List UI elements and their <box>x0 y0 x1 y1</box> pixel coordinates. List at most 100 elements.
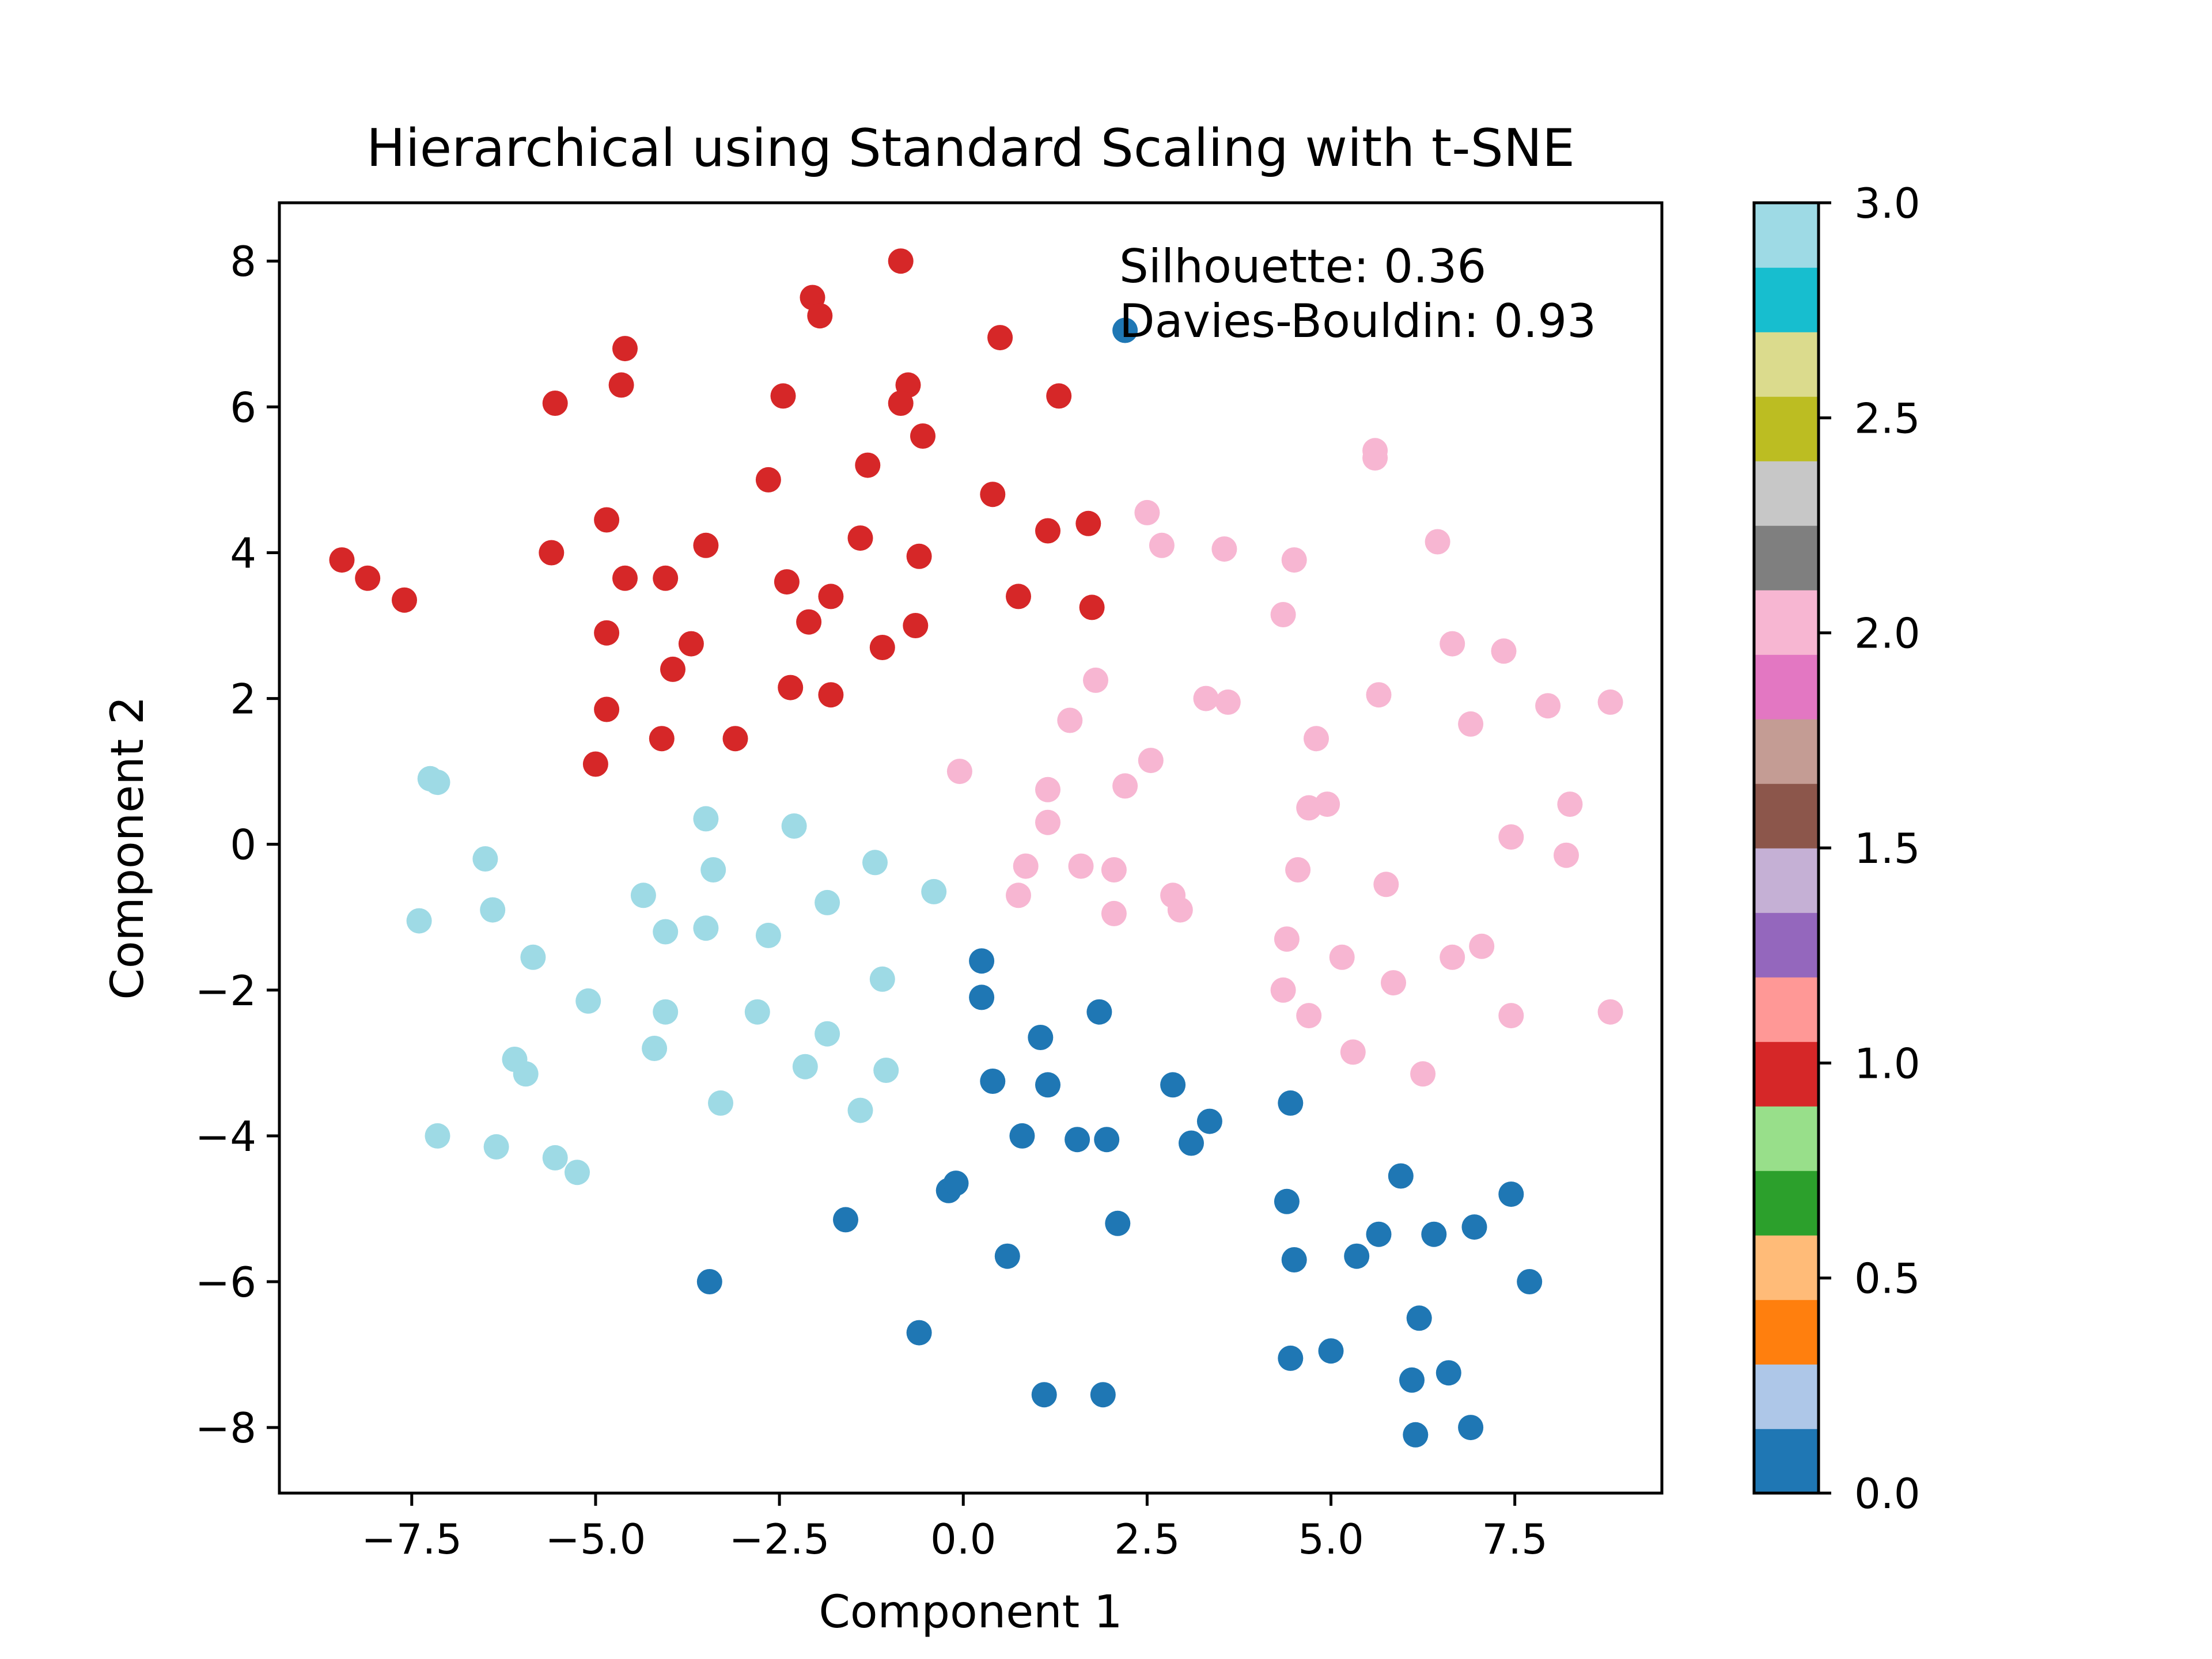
data-point-cluster-0 <box>1278 1345 1304 1371</box>
data-point-cluster-1 <box>910 423 935 449</box>
data-point-cluster-1 <box>1006 584 1031 609</box>
data-point-cluster-0 <box>994 1243 1020 1269</box>
data-point-cluster-2 <box>1006 882 1031 908</box>
chart-title: Hierarchical using Standard Scaling with… <box>366 118 1575 179</box>
colorbar-segment <box>1754 203 1819 268</box>
colorbar-segment <box>1754 396 1819 461</box>
data-point-cluster-3 <box>406 908 432 934</box>
data-point-cluster-1 <box>660 656 685 682</box>
data-point-cluster-0 <box>906 1320 932 1346</box>
data-point-cluster-1 <box>987 325 1013 351</box>
data-point-cluster-0 <box>1399 1367 1425 1393</box>
data-point-cluster-3 <box>480 897 506 923</box>
data-point-cluster-1 <box>329 547 355 573</box>
data-point-cluster-1 <box>888 248 914 274</box>
data-point-cluster-0 <box>1160 1072 1186 1098</box>
data-point-cluster-0 <box>1031 1382 1057 1408</box>
colorbar-segment <box>1754 1364 1819 1429</box>
data-point-cluster-0 <box>1094 1127 1120 1153</box>
data-point-cluster-0 <box>969 948 995 974</box>
data-point-cluster-3 <box>425 1123 450 1149</box>
data-point-cluster-3 <box>700 857 726 882</box>
colorbar-segment <box>1754 1106 1819 1171</box>
data-point-cluster-1 <box>582 751 608 777</box>
data-point-cluster-2 <box>1211 536 1237 562</box>
data-point-cluster-2 <box>1013 853 1039 879</box>
colorbar-segment <box>1754 1171 1819 1236</box>
colorbar-segment <box>1754 1429 1819 1494</box>
data-point-cluster-1 <box>539 540 565 566</box>
data-point-cluster-3 <box>513 1061 539 1087</box>
data-point-cluster-0 <box>1366 1221 1392 1247</box>
x-tick-label: 0.0 <box>930 1515 997 1563</box>
colorbar-ticks: 0.0 0.5 1.0 1.5 2.0 2.5 3.0 <box>1819 179 1921 1518</box>
data-point-cluster-3 <box>744 999 770 1025</box>
y-axis-label: Component 2 <box>102 696 154 999</box>
data-point-cluster-2 <box>1458 711 1484 737</box>
data-point-cluster-0 <box>980 1069 1006 1094</box>
data-point-cluster-3 <box>483 1134 509 1160</box>
data-point-cluster-0 <box>1112 317 1138 343</box>
davies-bouldin-annotation: Davies-Bouldin: 0.93 <box>1119 294 1596 348</box>
data-point-cluster-2 <box>1138 748 1164 774</box>
data-point-cluster-2 <box>1035 809 1060 835</box>
x-tick-label: −2.5 <box>729 1515 830 1563</box>
data-point-cluster-1 <box>1075 510 1101 536</box>
colorbar-tick-label: 2.5 <box>1854 394 1921 442</box>
data-point-cluster-3 <box>921 878 947 904</box>
colorbar-tick-label: 3.0 <box>1854 179 1921 228</box>
data-point-cluster-3 <box>542 1145 568 1171</box>
data-point-cluster-1 <box>542 391 568 416</box>
data-point-cluster-1 <box>1046 383 1072 409</box>
data-point-cluster-2 <box>1304 726 1329 752</box>
data-point-cluster-2 <box>1362 445 1388 471</box>
data-point-cluster-0 <box>833 1207 858 1233</box>
colorbar-segment <box>1754 267 1819 332</box>
data-point-cluster-0 <box>696 1269 722 1294</box>
data-point-cluster-2 <box>1285 857 1311 882</box>
data-point-cluster-1 <box>649 726 675 752</box>
colorbar-segment <box>1754 783 1819 849</box>
data-point-cluster-3 <box>869 966 895 992</box>
data-point-cluster-1 <box>392 587 417 613</box>
colorbar-tick-label: 1.0 <box>1854 1039 1921 1088</box>
data-point-cluster-3 <box>781 813 807 839</box>
data-point-cluster-0 <box>1458 1415 1484 1441</box>
data-point-cluster-2 <box>1167 897 1193 923</box>
data-point-cluster-1 <box>1079 594 1105 620</box>
data-point-cluster-1 <box>980 482 1006 507</box>
x-axis-ticks: −7.5 −5.0 −2.5 0.0 2.5 5.0 7.5 <box>361 1493 1548 1563</box>
y-tick-label: 4 <box>230 529 256 577</box>
data-point-cluster-2 <box>1274 926 1300 952</box>
colorbar-segment <box>1754 719 1819 784</box>
data-point-cluster-0 <box>1517 1269 1543 1294</box>
data-point-cluster-3 <box>862 850 888 876</box>
data-point-cluster-1 <box>755 467 781 493</box>
data-point-cluster-3 <box>520 944 546 970</box>
data-point-cluster-0 <box>1406 1305 1432 1331</box>
x-tick-label: −5.0 <box>546 1515 646 1563</box>
data-point-cluster-1 <box>818 682 844 708</box>
data-point-cluster-2 <box>1296 795 1322 821</box>
data-point-cluster-1 <box>869 635 895 660</box>
data-point-cluster-2 <box>1340 1039 1366 1065</box>
data-point-cluster-1 <box>778 675 804 700</box>
data-point-cluster-3 <box>417 766 443 791</box>
data-point-cluster-3 <box>693 915 719 941</box>
data-point-cluster-0 <box>1278 1090 1304 1116</box>
data-point-cluster-1 <box>888 391 914 416</box>
data-point-cluster-2 <box>1597 689 1623 715</box>
data-point-cluster-2 <box>1112 773 1138 799</box>
data-point-cluster-3 <box>472 846 498 872</box>
data-point-cluster-2 <box>1491 638 1517 664</box>
data-point-cluster-0 <box>1498 1181 1524 1207</box>
data-point-cluster-0 <box>1090 1382 1116 1408</box>
data-point-cluster-2 <box>1057 707 1083 733</box>
data-point-cluster-1 <box>1035 518 1060 544</box>
data-point-cluster-2 <box>1381 970 1406 996</box>
data-point-cluster-2 <box>1557 791 1583 817</box>
y-tick-label: −2 <box>195 967 256 1015</box>
data-point-cluster-1 <box>906 543 932 569</box>
colorbar-segment <box>1754 977 1819 1042</box>
